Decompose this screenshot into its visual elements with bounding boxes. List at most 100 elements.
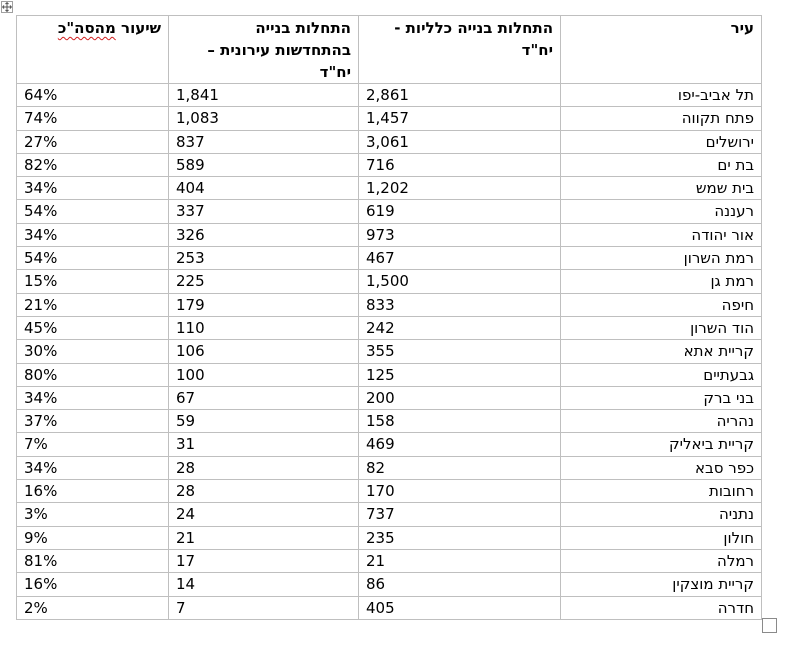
row-renewal-cell[interactable]: 837 xyxy=(168,129,359,154)
row-city-cell[interactable]: כפר סבא xyxy=(560,455,762,481)
table-row: קריית מוצקין 86 14 16% xyxy=(16,572,762,597)
row-city-cell[interactable]: גבעתיים xyxy=(560,362,762,387)
row-city-cell[interactable]: רמלה xyxy=(560,548,762,574)
row-city-cell[interactable]: חולון xyxy=(560,525,762,550)
row-share-cell[interactable]: 16% xyxy=(16,479,169,504)
row-city-cell[interactable]: הוד השרון xyxy=(560,315,762,341)
row-renewal-cell[interactable]: 17 xyxy=(168,548,359,574)
row-city-cell[interactable]: אור יהודה xyxy=(560,222,762,248)
row-renewal-cell[interactable]: 14 xyxy=(168,572,359,597)
row-renewal-cell[interactable]: 24 xyxy=(168,502,359,527)
row-city-cell[interactable]: תל אביב-יפו xyxy=(560,82,762,108)
row-total-cell[interactable]: 1,457 xyxy=(358,106,561,131)
row-total-cell[interactable]: 2,861 xyxy=(358,82,561,108)
row-city-cell[interactable]: חדרה xyxy=(560,595,762,620)
row-city-cell[interactable]: רחובות xyxy=(560,479,762,504)
row-share-cell[interactable]: 54% xyxy=(16,199,169,224)
row-share-cell[interactable]: 2% xyxy=(16,595,169,620)
row-renewal-cell[interactable]: 589 xyxy=(168,152,359,178)
row-share-cell[interactable]: 34% xyxy=(16,222,169,248)
row-city-cell[interactable]: נתניה xyxy=(560,502,762,527)
row-total-cell[interactable]: 82 xyxy=(358,455,561,481)
row-city-cell[interactable]: פתח תקווה xyxy=(560,106,762,131)
header-share-of-total[interactable]: שיעור מהסה"כ xyxy=(16,15,169,84)
row-total-cell[interactable]: 125 xyxy=(358,362,561,387)
row-share-cell[interactable]: 34% xyxy=(16,176,169,201)
row-share-cell[interactable]: 37% xyxy=(16,409,169,434)
table-move-handle-icon[interactable] xyxy=(1,1,13,13)
row-share-cell[interactable]: 74% xyxy=(16,106,169,131)
row-renewal-cell[interactable]: 59 xyxy=(168,409,359,434)
row-share-cell[interactable]: 27% xyxy=(16,129,169,154)
row-total-cell[interactable]: 355 xyxy=(358,339,561,364)
row-total-cell[interactable]: 619 xyxy=(358,199,561,224)
row-share-cell[interactable]: 3% xyxy=(16,502,169,527)
row-city-cell[interactable]: בת ים xyxy=(560,152,762,178)
row-share-cell[interactable]: 9% xyxy=(16,525,169,550)
row-renewal-cell[interactable]: 1,841 xyxy=(168,82,359,108)
header-total-starts[interactable]: התחלות בנייה כלליות - יח"ד xyxy=(358,15,561,84)
row-share-cell[interactable]: 64% xyxy=(16,82,169,108)
row-share-cell[interactable]: 34% xyxy=(16,455,169,481)
header-city[interactable]: עיר xyxy=(560,15,762,84)
row-city-cell[interactable]: רמת השרון xyxy=(560,246,762,271)
row-total-cell[interactable]: 833 xyxy=(358,292,561,317)
row-renewal-cell[interactable]: 28 xyxy=(168,479,359,504)
row-share-cell[interactable]: 54% xyxy=(16,246,169,271)
row-city-cell[interactable]: רעננה xyxy=(560,199,762,224)
header-urban-renewal-starts[interactable]: התחלות בנייה בהתחדשות עירונית – יח"ד xyxy=(168,15,359,84)
row-renewal-cell[interactable]: 253 xyxy=(168,246,359,271)
row-renewal-cell[interactable]: 110 xyxy=(168,315,359,341)
row-city-cell[interactable]: ירושלים xyxy=(560,129,762,154)
row-renewal-cell[interactable]: 7 xyxy=(168,595,359,620)
row-share-cell[interactable]: 16% xyxy=(16,572,169,597)
row-share-cell[interactable]: 80% xyxy=(16,362,169,387)
row-renewal-cell[interactable]: 225 xyxy=(168,269,359,294)
row-share-cell[interactable]: 81% xyxy=(16,548,169,574)
row-total-cell[interactable]: 716 xyxy=(358,152,561,178)
row-total-cell[interactable]: 242 xyxy=(358,315,561,341)
row-renewal-cell[interactable]: 404 xyxy=(168,176,359,201)
row-total-cell[interactable]: 467 xyxy=(358,246,561,271)
row-renewal-cell[interactable]: 31 xyxy=(168,432,359,457)
table-row: בית שמש 1,202 404 34% xyxy=(16,176,762,201)
row-city-cell[interactable]: נהריה xyxy=(560,409,762,434)
row-renewal-cell[interactable]: 1,083 xyxy=(168,106,359,131)
row-renewal-cell[interactable]: 106 xyxy=(168,339,359,364)
row-total-cell[interactable]: 170 xyxy=(358,479,561,504)
row-city-cell[interactable]: קריית ביאליק xyxy=(560,432,762,457)
row-total-cell[interactable]: 3,061 xyxy=(358,129,561,154)
row-renewal-cell[interactable]: 28 xyxy=(168,455,359,481)
row-total-cell[interactable]: 737 xyxy=(358,502,561,527)
row-total-cell[interactable]: 158 xyxy=(358,409,561,434)
row-city-cell[interactable]: רמת גן xyxy=(560,269,762,294)
row-total-cell[interactable]: 86 xyxy=(358,572,561,597)
row-city-cell[interactable]: בית שמש xyxy=(560,176,762,201)
row-renewal-cell[interactable]: 21 xyxy=(168,525,359,550)
row-city-cell[interactable]: חיפה xyxy=(560,292,762,317)
row-share-cell[interactable]: 82% xyxy=(16,152,169,178)
row-total-cell[interactable]: 405 xyxy=(358,595,561,620)
row-total-cell[interactable]: 1,202 xyxy=(358,176,561,201)
row-city-cell[interactable]: קריית מוצקין xyxy=(560,572,762,597)
row-renewal-cell[interactable]: 67 xyxy=(168,385,359,411)
row-share-cell[interactable]: 45% xyxy=(16,315,169,341)
row-total-cell[interactable]: 1,500 xyxy=(358,269,561,294)
row-renewal-cell[interactable]: 337 xyxy=(168,199,359,224)
row-total-cell[interactable]: 200 xyxy=(358,385,561,411)
row-total-cell[interactable]: 469 xyxy=(358,432,561,457)
row-renewal-cell[interactable]: 179 xyxy=(168,292,359,317)
row-share-cell[interactable]: 7% xyxy=(16,432,169,457)
row-city-cell[interactable]: קריית אתא xyxy=(560,339,762,364)
row-total-cell[interactable]: 973 xyxy=(358,222,561,248)
table-resize-handle-icon[interactable] xyxy=(762,618,777,633)
row-total-cell[interactable]: 235 xyxy=(358,525,561,550)
row-city-cell[interactable]: בני ברק xyxy=(560,385,762,411)
row-share-cell[interactable]: 34% xyxy=(16,385,169,411)
row-total-cell[interactable]: 21 xyxy=(358,548,561,574)
row-share-cell[interactable]: 15% xyxy=(16,269,169,294)
row-share-cell[interactable]: 21% xyxy=(16,292,169,317)
row-renewal-cell[interactable]: 100 xyxy=(168,362,359,387)
row-renewal-cell[interactable]: 326 xyxy=(168,222,359,248)
row-share-cell[interactable]: 30% xyxy=(16,339,169,364)
